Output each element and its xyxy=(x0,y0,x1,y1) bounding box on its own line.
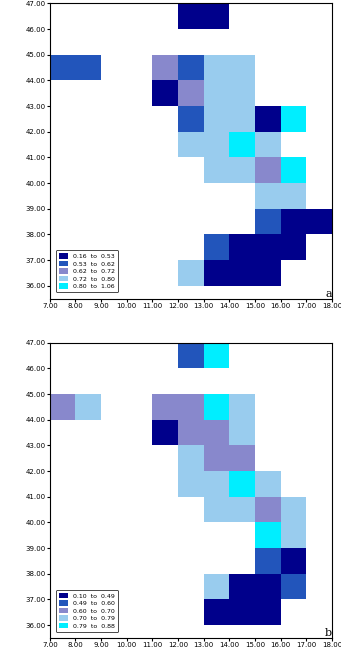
Bar xyxy=(204,55,229,80)
Bar xyxy=(204,3,229,29)
Bar xyxy=(281,574,307,599)
Legend: 0.10  to  0.49, 0.49  to  0.60, 0.60  to  0.70, 0.70  to  0.79, 0.79  to  0.88: 0.10 to 0.49, 0.49 to 0.60, 0.60 to 0.70… xyxy=(56,590,118,632)
Bar xyxy=(204,394,229,420)
Bar xyxy=(178,80,204,106)
Bar xyxy=(178,106,204,132)
Bar xyxy=(255,158,281,183)
Bar xyxy=(204,574,229,599)
Bar xyxy=(229,599,255,625)
Bar xyxy=(229,260,255,286)
Bar xyxy=(178,343,204,369)
Bar xyxy=(178,446,204,471)
Bar xyxy=(204,420,229,446)
Bar xyxy=(255,208,281,234)
Bar xyxy=(152,80,178,106)
Bar xyxy=(255,106,281,132)
Bar xyxy=(307,208,332,234)
Bar xyxy=(281,106,307,132)
Bar xyxy=(178,132,204,158)
Bar xyxy=(50,55,75,80)
Bar xyxy=(229,234,255,260)
Bar xyxy=(178,394,204,420)
Bar xyxy=(178,55,204,80)
Bar xyxy=(204,497,229,522)
Bar xyxy=(255,132,281,158)
Bar xyxy=(178,420,204,446)
Bar xyxy=(281,497,307,522)
Text: b: b xyxy=(325,628,332,638)
Bar xyxy=(204,471,229,497)
Bar xyxy=(281,183,307,208)
Bar xyxy=(255,548,281,574)
Bar xyxy=(255,183,281,208)
Bar xyxy=(178,471,204,497)
Bar xyxy=(229,106,255,132)
Bar xyxy=(152,394,178,420)
Bar xyxy=(229,446,255,471)
Bar xyxy=(255,522,281,548)
Bar xyxy=(204,158,229,183)
Bar xyxy=(255,497,281,522)
Bar xyxy=(75,55,101,80)
Bar xyxy=(281,234,307,260)
Bar xyxy=(204,446,229,471)
Bar xyxy=(229,80,255,106)
Bar xyxy=(229,394,255,420)
Bar xyxy=(281,208,307,234)
Bar xyxy=(281,158,307,183)
Bar xyxy=(204,80,229,106)
Bar xyxy=(229,471,255,497)
Bar xyxy=(229,158,255,183)
Bar xyxy=(204,599,229,625)
Bar xyxy=(204,106,229,132)
Bar xyxy=(229,420,255,446)
Bar xyxy=(204,260,229,286)
Bar xyxy=(255,234,281,260)
Bar xyxy=(229,497,255,522)
Bar xyxy=(281,548,307,574)
Bar xyxy=(152,55,178,80)
Bar xyxy=(204,234,229,260)
Bar xyxy=(255,599,281,625)
Text: a: a xyxy=(326,289,332,299)
Bar xyxy=(50,394,75,420)
Bar xyxy=(178,3,204,29)
Bar xyxy=(204,132,229,158)
Bar xyxy=(75,394,101,420)
Bar xyxy=(152,420,178,446)
Bar xyxy=(255,471,281,497)
Bar xyxy=(178,260,204,286)
Bar xyxy=(255,260,281,286)
Bar xyxy=(204,343,229,369)
Bar xyxy=(229,55,255,80)
Bar xyxy=(229,574,255,599)
Bar xyxy=(229,132,255,158)
Legend: 0.16  to  0.53, 0.53  to  0.62, 0.62  to  0.72, 0.72  to  0.80, 0.80  to  1.06: 0.16 to 0.53, 0.53 to 0.62, 0.62 to 0.72… xyxy=(56,250,118,293)
Bar xyxy=(281,522,307,548)
Bar xyxy=(255,574,281,599)
